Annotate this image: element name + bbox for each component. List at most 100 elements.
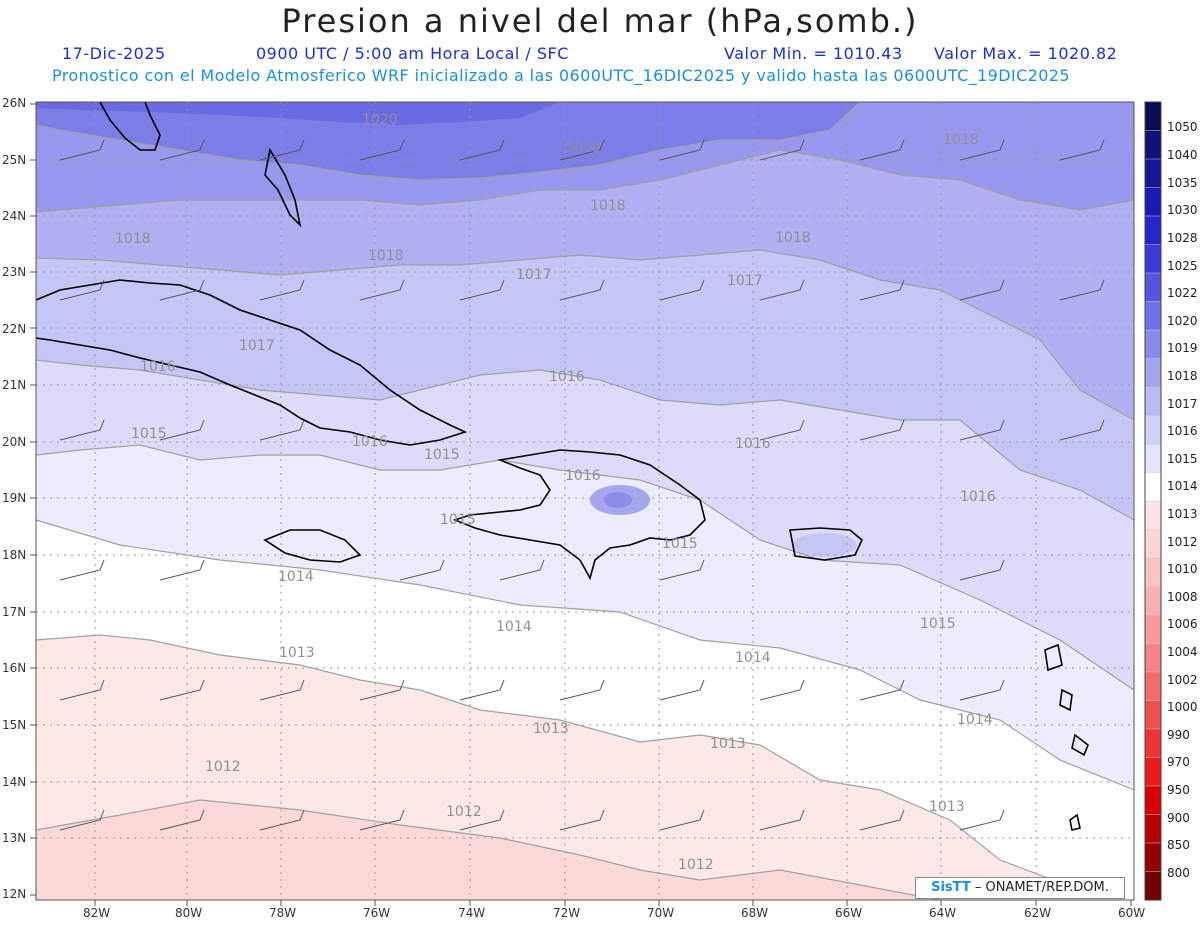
lat-label: 22N — [2, 322, 27, 336]
legend-label: 1010 — [1167, 562, 1198, 576]
contour-label: 1013 — [710, 736, 746, 752]
legend-frame — [1144, 101, 1162, 901]
legend-swatch — [1144, 415, 1162, 445]
lon-label: 80W — [175, 906, 203, 920]
hispaniola-high-inner — [604, 492, 632, 508]
lon-label: 78W — [269, 906, 297, 920]
lat-label: 21N — [2, 378, 27, 392]
tick-marks — [30, 103, 1132, 906]
legend-swatch — [1144, 586, 1162, 616]
lon-label: 62W — [1024, 906, 1052, 920]
legend-swatch — [1144, 187, 1162, 217]
legend-swatch — [1144, 272, 1162, 303]
lat-label: 19N — [2, 491, 27, 505]
lat-label: 13N — [2, 831, 27, 845]
contour-label: 1015 — [440, 512, 476, 528]
legend-label: 1017 — [1167, 397, 1198, 411]
contour-label: 1014 — [957, 712, 993, 728]
model-info: Pronostico con el Modelo Atmosferico WRF… — [52, 66, 1070, 85]
contour-label: 1013 — [279, 645, 315, 661]
contour-label: 1016 — [565, 468, 601, 484]
legend-label: 970 — [1167, 755, 1190, 769]
lat-label: 24N — [2, 209, 27, 223]
lat-label: 15N — [2, 718, 27, 732]
florida-coast — [99, 101, 161, 151]
lat-label: 17N — [2, 605, 27, 619]
legend-label: 1002 — [1167, 673, 1198, 687]
contour-labels: 1020 1019 1018 1018 1018 1018 1018 1017 … — [115, 112, 996, 873]
legend-swatch — [1144, 500, 1162, 531]
forecast-date: 17-Dic-2025 — [62, 44, 166, 63]
legend-swatch — [1144, 614, 1162, 645]
legend-swatch — [1144, 700, 1162, 730]
legend-swatch — [1144, 386, 1162, 417]
band-1020 — [36, 102, 560, 125]
legend-swatch — [1144, 757, 1162, 787]
legend-label: 1050 — [1167, 120, 1198, 134]
lon-label: 68W — [741, 906, 769, 920]
contour-label: 1014 — [496, 619, 532, 635]
cuba-coast — [35, 279, 468, 446]
legend-swatch — [1144, 443, 1162, 474]
lon-label: 70W — [647, 906, 675, 920]
lat-label: 26N — [2, 96, 27, 110]
contour-label: 1017 — [516, 267, 552, 283]
lat-label: 18N — [2, 548, 27, 562]
contour-label: 1018 — [943, 132, 979, 148]
legend-label: 1006 — [1167, 617, 1198, 631]
max-value: Valor Max. = 1020.82 — [934, 44, 1118, 63]
contour-label: 1015 — [131, 426, 167, 442]
legend-swatch — [1144, 529, 1162, 559]
lat-label: 12N — [2, 887, 27, 901]
legend-label: 1028 — [1167, 231, 1198, 245]
legend-swatch — [1144, 871, 1162, 901]
legend-swatch — [1144, 358, 1162, 388]
contour-label: 1016 — [549, 369, 585, 385]
legend-label: 1000 — [1167, 700, 1198, 714]
legend-swatch — [1144, 785, 1162, 816]
legend-label: 1020 — [1167, 314, 1198, 328]
grid-lines — [36, 102, 1134, 900]
map-title: Presion a nivel del mar (hPa,somb.) — [281, 2, 919, 40]
legend-label: 1016 — [1167, 424, 1198, 438]
legend-swatch — [1144, 215, 1162, 246]
contour-label: 1017 — [239, 338, 275, 354]
lon-label: 82W — [83, 906, 111, 920]
puerto-rico-coast — [789, 527, 863, 561]
contour-label: 1013 — [929, 799, 965, 815]
legend-label: 800 — [1167, 866, 1190, 880]
credit-org: – ONAMET/REP.DOM. — [974, 880, 1109, 895]
legend-label: 950 — [1167, 783, 1190, 797]
legend-label: 1008 — [1167, 590, 1198, 604]
legend-swatch — [1144, 329, 1162, 360]
legend-swatch — [1144, 130, 1162, 160]
lat-label: 14N — [2, 775, 27, 789]
contour-label: 1013 — [533, 721, 569, 737]
contour-label: 1015 — [920, 616, 956, 632]
credit-box: SisTT – ONAMET/REP.DOM. — [915, 877, 1125, 899]
contour-label: 1016 — [352, 434, 388, 450]
legend-swatches — [1144, 101, 1162, 901]
contour-label: 1016 — [735, 436, 771, 452]
contour-label: 1016 — [140, 359, 176, 375]
legend-swatch — [1144, 301, 1162, 331]
legend-label: 1019 — [1167, 341, 1198, 355]
coastlines — [35, 101, 1089, 831]
map-frame — [35, 101, 1135, 901]
brand-logo: SisTT — [931, 880, 971, 895]
lon-label: 64W — [929, 906, 957, 920]
lat-label: 23N — [2, 265, 27, 279]
legend-label: 1040 — [1167, 148, 1198, 162]
contour-label: 1018 — [775, 230, 811, 246]
contour-label: 1018 — [368, 248, 404, 264]
contour-lines — [35, 101, 1135, 901]
forecast-time: 0900 UTC / 5:00 am Hora Local / SFC — [256, 44, 569, 63]
legend-label: 1012 — [1167, 535, 1198, 549]
wind-barbs — [59, 139, 1105, 831]
hispaniola-coast — [452, 449, 706, 581]
contour-label: 1017 — [727, 273, 763, 289]
legend-swatch — [1144, 101, 1162, 132]
lon-label: 76W — [363, 906, 391, 920]
lat-label: 20N — [2, 435, 27, 449]
legend-swatch — [1144, 814, 1162, 844]
